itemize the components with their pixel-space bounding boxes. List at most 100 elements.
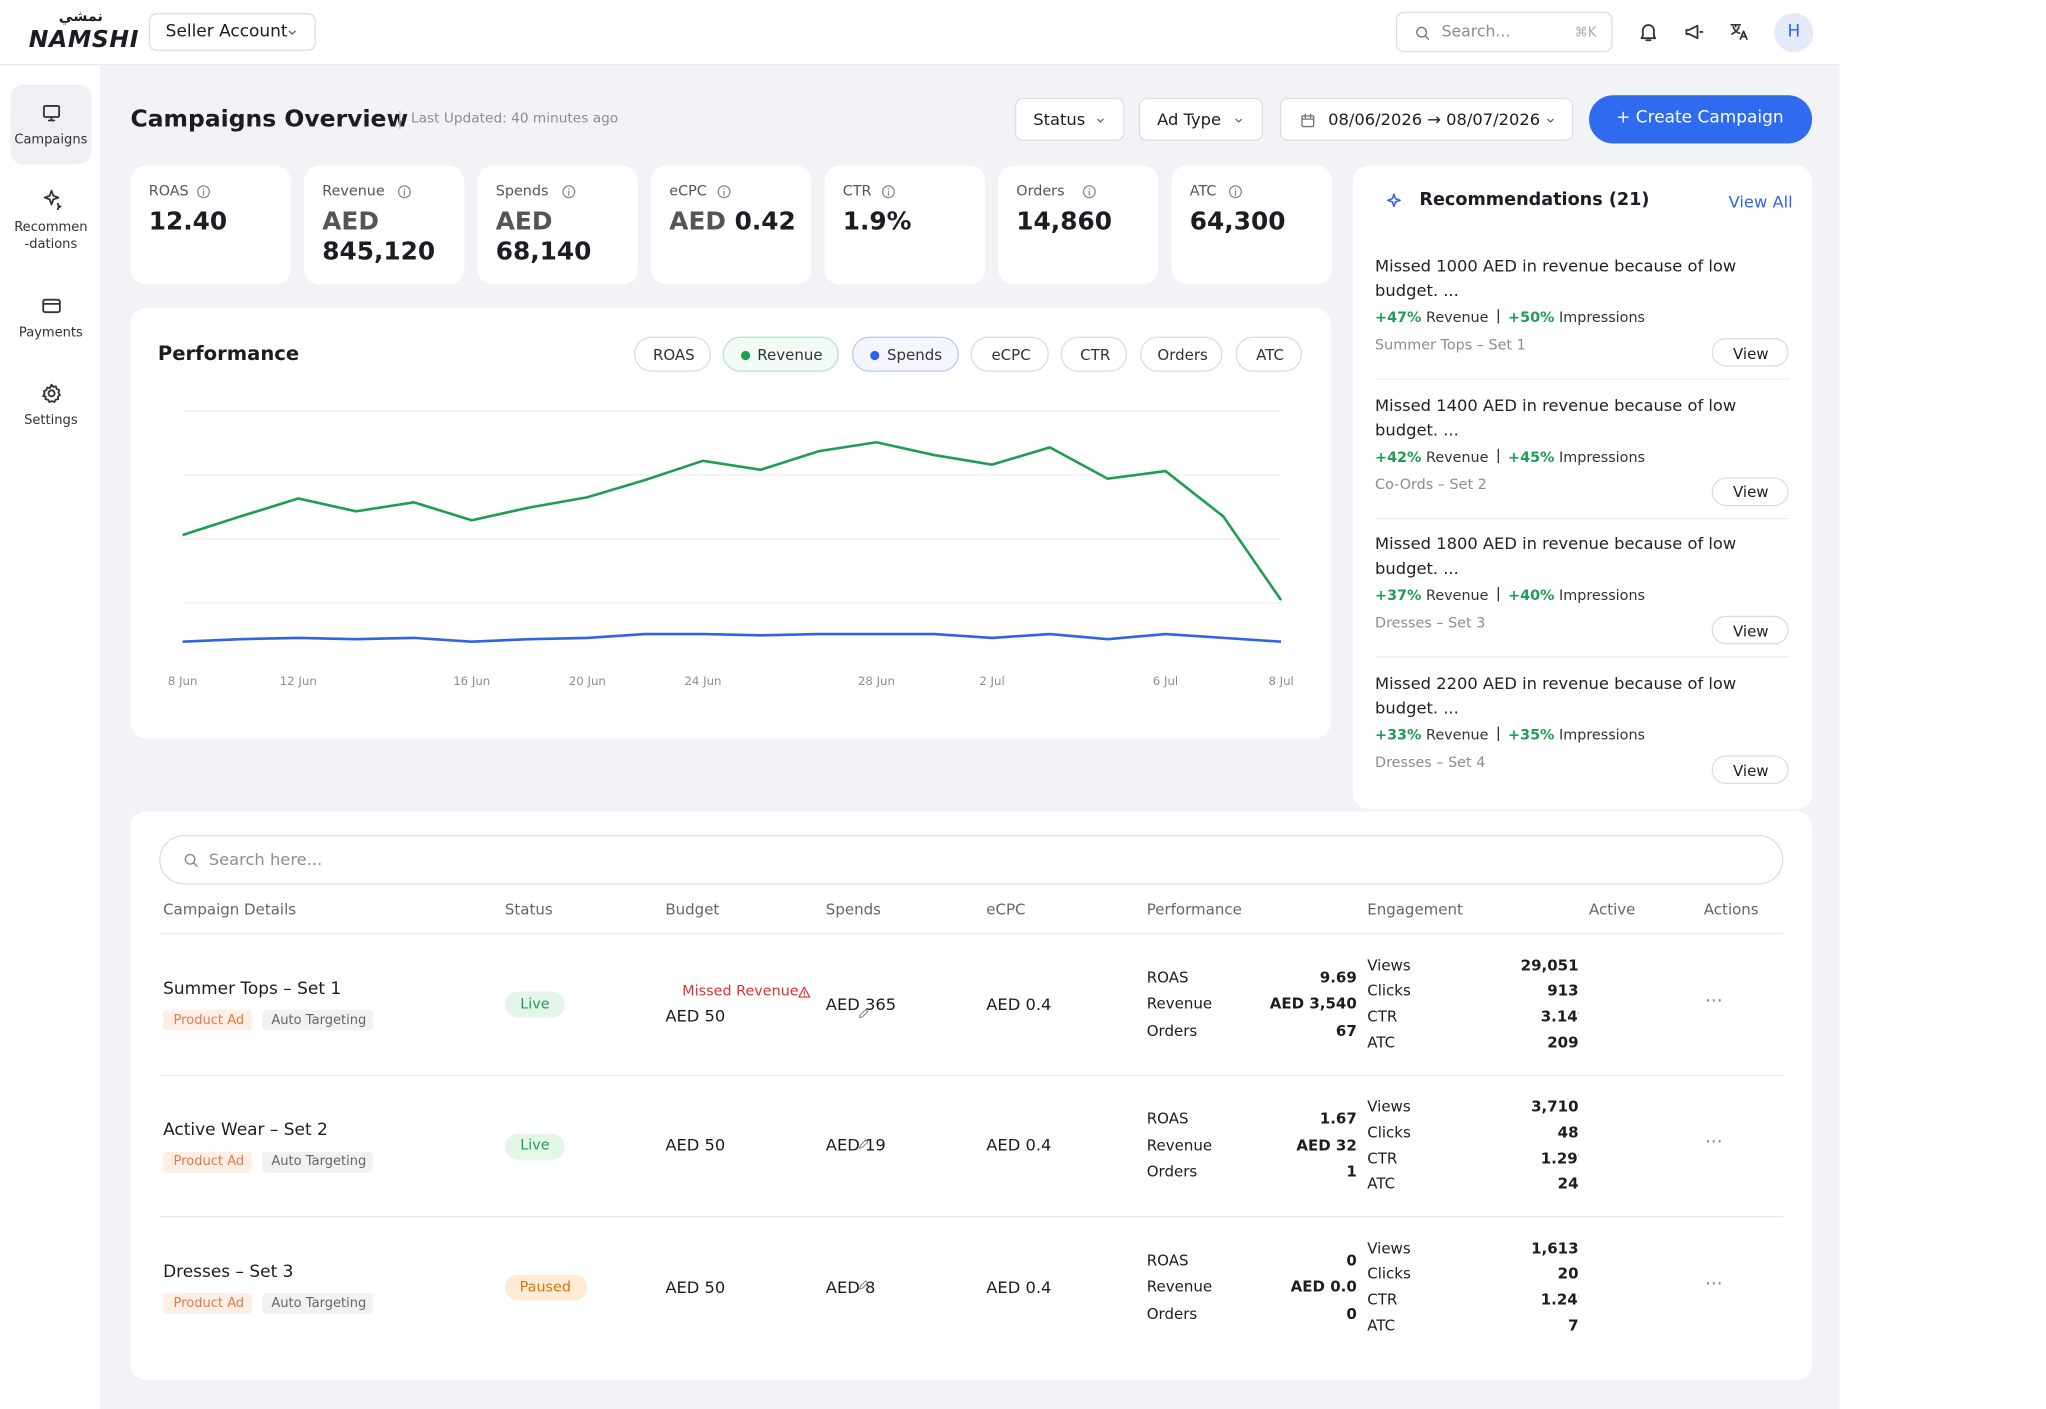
campaign-name: Dresses – Set 3 [163, 1262, 294, 1282]
sidebar-label[interactable]: Payments [18, 326, 83, 341]
avatar[interactable]: H [1774, 13, 1814, 53]
info-icon-part [197, 185, 211, 199]
calendar-icon [1300, 112, 1314, 127]
campaign-name: Summer Tops – Set 1 [163, 979, 342, 999]
view-button-label: View [1732, 482, 1769, 502]
kpi-value: 1.9% [843, 207, 973, 237]
column-header: Budget [665, 899, 720, 918]
kpi-value: AED 845,120 [322, 207, 452, 267]
kpi-card: Orders 14,860 [998, 165, 1159, 285]
tag-label: Product Ad [173, 1154, 245, 1169]
view-button[interactable]: View [1711, 616, 1789, 645]
search-icon [1415, 26, 1429, 40]
metric-toggle[interactable]: ATC [1235, 336, 1302, 372]
view-button[interactable]: View [1711, 477, 1789, 506]
recommendation-divider [1375, 517, 1790, 519]
engagement-value: 7 [1568, 1316, 1579, 1335]
sidebar-label[interactable]: Settings [24, 413, 78, 428]
engagement-value: 1.29% [1540, 1148, 1579, 1168]
budget-value: AED 50 [665, 1005, 726, 1026]
metric-label: eCPC [991, 345, 1031, 364]
table-search-placeholder: Search here... [208, 849, 323, 869]
row-divider [159, 1074, 1784, 1076]
sidebar-icon-part [43, 189, 59, 205]
info-icon-part [397, 185, 411, 199]
date-range[interactable]: 08/06/2026 → 08/07/2026 [1279, 97, 1574, 141]
info-icon [881, 185, 895, 199]
metric-toggle[interactable]: Spends [851, 336, 959, 372]
view-button[interactable]: View [1711, 755, 1789, 785]
sidebar-icon [41, 383, 61, 403]
budget-value: AED 50 [665, 1277, 726, 1297]
engagement-value: 1,613 [1531, 1238, 1579, 1257]
sidebar-label[interactable]: Recommen-dations [14, 220, 88, 252]
search-placeholder: Search... [1441, 22, 1511, 41]
sidebar-icon [43, 189, 61, 210]
impressions-label: Impressions [1558, 726, 1646, 744]
last-updated: Last Updated: 40 minutes ago [399, 111, 618, 129]
engagement-label: CTR [1367, 1290, 1398, 1309]
sidebar-active [10, 84, 92, 165]
kpi-number: 845,120 [322, 237, 436, 267]
info-icon-part [881, 185, 895, 199]
metric-toggle[interactable]: ROAS [634, 336, 712, 372]
metric-toggle[interactable]: Revenue [722, 336, 839, 372]
edit-icon-part [859, 1138, 869, 1149]
account-select[interactable]: Seller Account [148, 13, 316, 51]
recommendation-campaign: Dresses – Set 3 [1375, 614, 1486, 632]
tag-product-ad: Product Ad [163, 1009, 252, 1031]
engagement-label: CTR [1367, 1007, 1398, 1026]
row-actions[interactable]: ··· [1705, 1132, 1723, 1154]
metric-toggle[interactable]: Orders [1140, 336, 1223, 372]
sidebar-icon-part [56, 202, 61, 210]
engagement-label: Views [1367, 1097, 1411, 1116]
announce-icon-part [1684, 24, 1698, 39]
metric-toggle[interactable]: eCPC [970, 336, 1049, 372]
engagement-value: 48 [1557, 1122, 1579, 1142]
table-search[interactable] [159, 834, 1784, 885]
revenue-label: Revenue [1425, 587, 1489, 605]
recommendation-stats: +42% Revenue +45% Impressions [1375, 448, 1645, 466]
filter-select[interactable]: Status [1014, 97, 1125, 141]
date-chevron-part [1546, 118, 1554, 122]
engagement-label: Views [1367, 955, 1411, 974]
info-icon [562, 185, 576, 199]
create-campaign-button[interactable]: + Create Campaign [1589, 95, 1813, 144]
filter-select[interactable]: Ad Type [1138, 97, 1263, 141]
campaigns-table-card: Search here... Campaign Details Status Budg… [130, 811, 1813, 1381]
kpi-number: 1.9% [842, 207, 912, 237]
kpi-card: Revenue AED 845,120 [303, 165, 465, 285]
search-icon-part [1423, 34, 1429, 40]
kpi-value: 12.40 [149, 207, 279, 237]
kpi-value: AED 0.42 [669, 207, 799, 237]
metric-label: CTR [1080, 345, 1111, 364]
engagement-value: 29,051 [1520, 955, 1579, 974]
impressions-change: +45% [1508, 448, 1555, 466]
view-button-label: View [1732, 761, 1769, 780]
row-actions[interactable]: ··· [1705, 1274, 1723, 1296]
budget-note: Missed Revenue [682, 982, 799, 1000]
revenue-label: Revenue [1425, 309, 1489, 327]
metric-label: ROAS [652, 345, 695, 364]
sidebar-label[interactable]: Campaigns [14, 133, 88, 148]
engagement-label: Clicks [1367, 1264, 1411, 1283]
view-button[interactable]: View [1711, 337, 1789, 367]
recommendation-text: Missed 1800 AED in revenue because of lo… [1375, 534, 1737, 579]
tag-label: Auto Targeting [271, 1154, 367, 1169]
filter-chevron-part [1234, 118, 1242, 122]
info-icon [1082, 185, 1096, 199]
column-header: Performance [1146, 899, 1242, 918]
performance-value: 1.67 [1319, 1108, 1357, 1128]
kpi-label: ATC [1189, 182, 1217, 200]
kpi-label: ROAS [148, 182, 189, 200]
impressions-change: +35% [1508, 726, 1555, 744]
column-header: Status [504, 899, 553, 918]
metric-toggle[interactable]: CTR [1060, 336, 1128, 372]
recommendations-card: Recommendations (21) View All Missed 1000 … [1352, 165, 1813, 809]
engagement-label: CTR [1367, 1148, 1398, 1168]
performance-value: AED 0.0 [1290, 1277, 1357, 1296]
search-box[interactable]: Search... ⌘K [1395, 11, 1613, 53]
row-actions[interactable]: ··· [1705, 991, 1723, 1013]
view-all-link[interactable]: View All [1728, 191, 1793, 212]
